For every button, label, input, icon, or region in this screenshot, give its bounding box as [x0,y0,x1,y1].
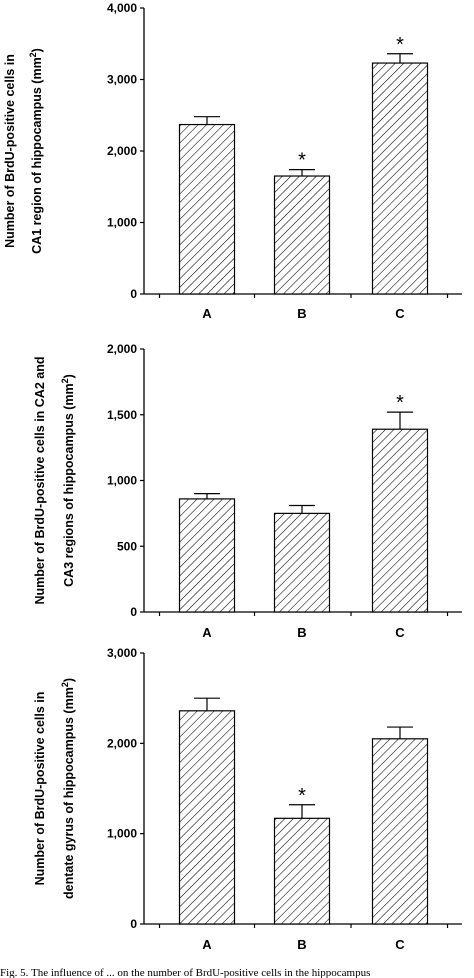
y-axis-label-line1: Number of BrdU-positive cells in [33,692,47,886]
y-axis-label-text: CA1 region of hippocampus (mm [30,57,44,254]
y-axis-label-close: ) [30,48,44,52]
y-tick-label: 500 [117,539,137,553]
chart-1: 0 1,000 2,000 3,000 4,000 A * B * C Number of BrdU… [3,1,462,321]
bar [371,62,429,295]
bar [178,498,236,613]
category-label: B [297,625,306,640]
bar [371,428,429,613]
y-tick-label: 1,000 [107,474,137,488]
y-axis-label-line1: Number of BrdU-positive cells in [3,54,17,248]
y-axis-label-text: CA3 regions of hippocampus (mm [62,383,76,587]
y-axis-label-line2: CA3 regions of hippocampus (mm2) [60,374,76,587]
y-axis-label-close: ) [62,374,76,378]
y-tick-label: 3,000 [107,73,137,87]
y-axis-label-close: ) [62,678,76,682]
category-label: C [395,937,405,952]
chart-3: 0 1,000 2,000 3,000 A * B C Number of BrdU-posit… [33,646,462,952]
y-tick-label: 2,000 [107,144,137,158]
y-tick-label: 0 [130,605,137,619]
y-tick-label: 3,000 [107,646,137,660]
y-tick-label: 2,000 [107,736,137,750]
category-label: B [297,937,306,952]
category-label: A [202,625,212,640]
y-axis-label-line2: CA1 region of hippocampus (mm2) [28,48,44,254]
category-label: C [395,625,405,640]
bar [178,710,236,925]
y-tick-label: 1,000 [107,827,137,841]
bar [273,175,331,295]
category-label: A [202,937,212,952]
significance-marker: * [298,785,306,807]
bar [273,817,331,925]
y-tick-label: 1,500 [107,408,137,422]
y-tick-label: 2,000 [107,342,137,356]
category-label: C [395,306,405,321]
bar [273,512,331,613]
category-label: B [297,306,306,321]
y-axis-label-superscript: 2 [60,682,70,687]
figure-caption: Fig. 5. The influence of ... on the numb… [0,967,371,978]
significance-marker: * [298,150,306,172]
y-tick-label: 1,000 [107,216,137,230]
bar [178,123,236,295]
significance-marker: * [396,34,404,56]
y-tick-label: 0 [130,287,137,301]
y-tick-label: 0 [130,917,137,931]
y-axis-label-superscript: 2 [28,52,38,57]
bar [371,738,429,925]
y-axis-label-text: dentate gyrus of hippocampus (mm [62,687,76,899]
y-axis-label-superscript: 2 [60,378,70,383]
y-axis-label-line2: dentate gyrus of hippocampus (mm2) [60,678,76,899]
y-tick-label: 4,000 [107,1,137,15]
chart-2: 0 500 1,000 1,500 2,000 A B * C Number of BrdU-po… [33,342,462,640]
y-axis-label-line1: Number of BrdU-positive cells in CA2 and [33,357,47,605]
significance-marker: * [396,392,404,414]
category-label: A [202,306,212,321]
